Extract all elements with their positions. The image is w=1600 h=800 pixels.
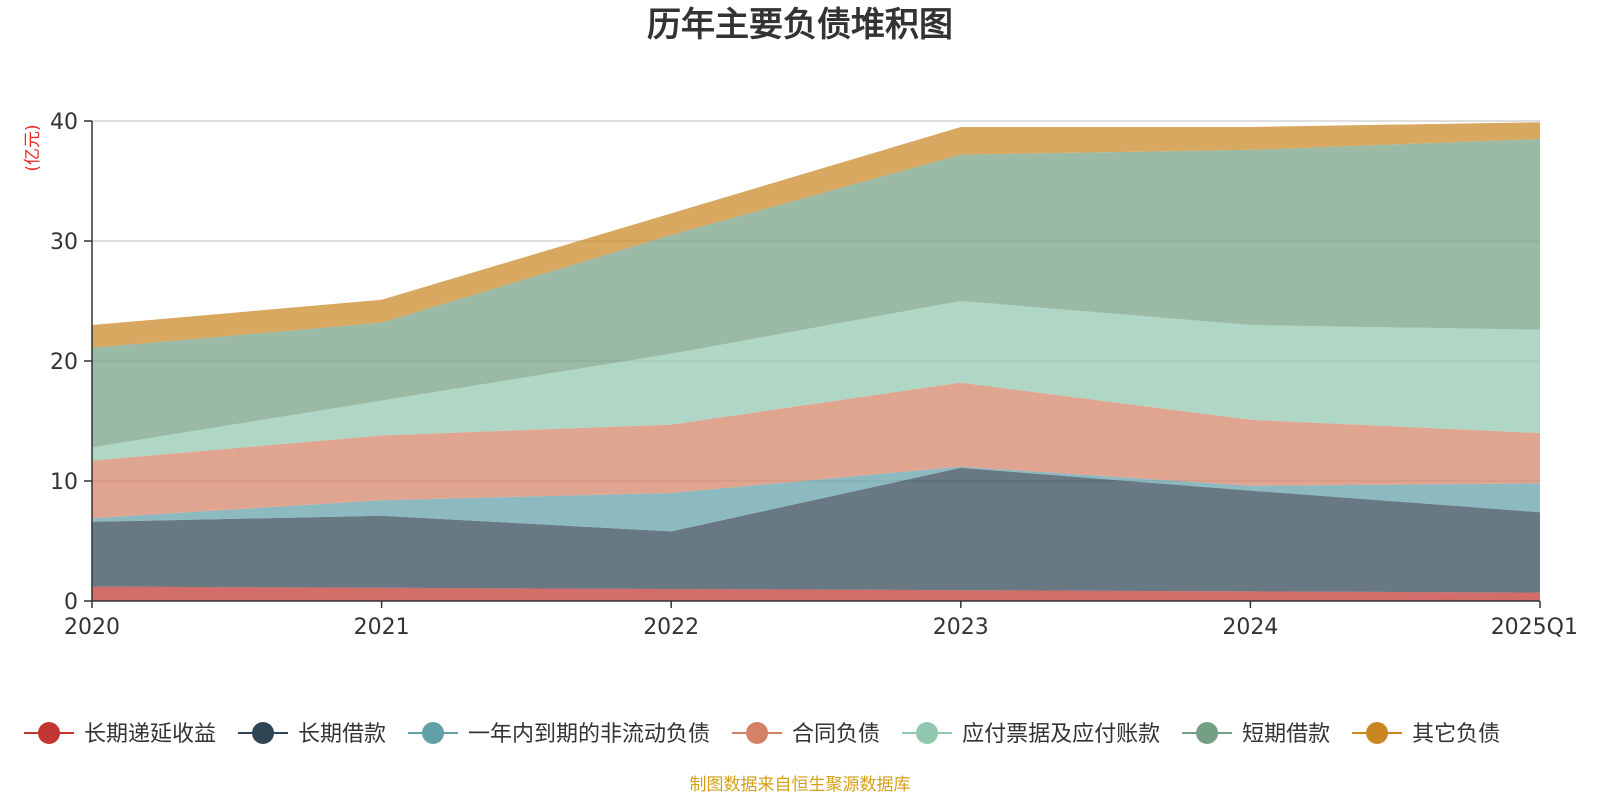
legend-item[interactable]: 其它负债 xyxy=(1352,722,1500,747)
legend-circle-marker xyxy=(746,722,769,744)
area-series-5 xyxy=(92,139,1540,448)
legend-circle-marker xyxy=(1366,722,1389,744)
legend-label: 合同负债 xyxy=(792,722,880,747)
y-tick-label: 40 xyxy=(50,110,78,135)
legend-item[interactable]: 合同负债 xyxy=(732,722,880,747)
y-axis-unit-label: (亿元) xyxy=(23,124,43,171)
legend-item[interactable]: 一年内到期的非流动负债 xyxy=(408,722,710,747)
y-tick-label: 30 xyxy=(50,230,78,255)
legend-circle-marker xyxy=(252,722,275,744)
x-tick-label: 2023 xyxy=(933,615,989,640)
legend-item[interactable]: 长期递延收益 xyxy=(24,722,216,747)
area-series-group xyxy=(92,122,1540,601)
x-tick-label: 2021 xyxy=(354,615,410,640)
area-series-3 xyxy=(92,382,1540,519)
legend-label: 长期借款 xyxy=(298,722,386,747)
area-series-4 xyxy=(92,301,1540,461)
legend-item[interactable]: 长期借款 xyxy=(238,722,386,747)
data-source-note: 制图数据来自恒生聚源数据库 xyxy=(690,775,911,795)
y-tick-label: 10 xyxy=(50,470,78,495)
legend-circle-marker xyxy=(422,722,445,744)
x-tick-label: 2022 xyxy=(643,615,699,640)
legend-label: 其它负债 xyxy=(1412,722,1500,747)
x-tick-label: 2024 xyxy=(1222,615,1278,640)
legend-item[interactable]: 应付票据及应付账款 xyxy=(902,722,1160,747)
legend-circle-marker xyxy=(1196,722,1219,744)
legend-circle-marker xyxy=(38,722,60,744)
legend-label: 短期借款 xyxy=(1242,722,1330,747)
area-series-6 xyxy=(92,122,1540,348)
area-series-0 xyxy=(92,586,1540,601)
x-tick-label: 2025Q1 xyxy=(1491,615,1578,640)
y-tick-label: 20 xyxy=(50,350,78,375)
legend-circle-marker xyxy=(916,722,939,744)
legend[interactable]: 长期递延收益 长期借款 一年内到期的非流动负债 合同负债 应付票据及应付账款 短期借款 其它… xyxy=(24,722,1500,747)
legend-label: 长期递延收益 xyxy=(84,722,216,747)
legend-label: 一年内到期的非流动负债 xyxy=(468,722,710,747)
area-series-1 xyxy=(92,467,1540,593)
legend-item[interactable]: 短期借款 xyxy=(1182,722,1330,747)
area-series-2 xyxy=(92,466,1540,532)
chart-title: 历年主要负债堆积图 xyxy=(647,5,953,45)
legend-label: 应付票据及应付账款 xyxy=(962,722,1160,747)
y-tick-label: 0 xyxy=(64,590,78,615)
axes: 0 10 20 30 40 2020 2021 2022 2023 2024 2025Q1 xyxy=(50,110,1578,640)
x-tick-label: 2020 xyxy=(64,615,120,640)
